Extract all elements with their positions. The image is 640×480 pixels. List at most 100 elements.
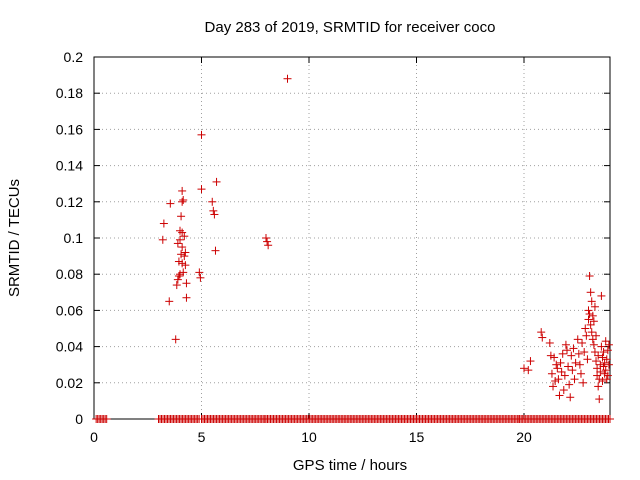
data-point	[178, 243, 187, 252]
data-point	[580, 348, 589, 357]
data-point	[537, 328, 546, 337]
plot-frame	[93, 56, 611, 420]
data-point	[598, 376, 607, 385]
zero-value-series	[92, 415, 614, 423]
y-tick-label: 0.16	[56, 121, 83, 137]
data-point	[165, 297, 174, 306]
data-point	[586, 288, 595, 297]
data-point	[589, 340, 598, 349]
data-point	[546, 351, 555, 360]
x-tick-label: 15	[409, 429, 425, 445]
data-point	[595, 375, 604, 384]
data-point	[197, 130, 206, 139]
y-tick-label: 0.18	[56, 85, 83, 101]
data-point	[600, 369, 609, 378]
data-point	[603, 371, 612, 380]
x-tick-label: 10	[301, 429, 317, 445]
data-point	[178, 228, 187, 237]
data-point	[600, 358, 609, 367]
data-point	[171, 335, 180, 344]
data-point	[174, 272, 183, 281]
data-point	[599, 362, 608, 371]
data-point	[159, 219, 168, 228]
data-point	[551, 376, 560, 385]
chart-title: Day 283 of 2019, SRMTID for receiver coc…	[205, 19, 496, 36]
data-point	[264, 241, 273, 250]
data-point	[598, 353, 607, 362]
data-point	[560, 371, 569, 380]
data-point	[263, 237, 272, 246]
data-point	[594, 382, 603, 391]
data-point	[599, 348, 608, 357]
data-point	[579, 378, 588, 387]
data-point	[593, 371, 602, 380]
data-point	[524, 366, 533, 375]
data-point	[556, 358, 565, 367]
data-point	[587, 297, 596, 306]
data-point	[565, 380, 574, 389]
data-point	[602, 375, 611, 384]
data-point	[176, 235, 184, 244]
zero-point	[606, 415, 614, 423]
data-point	[212, 177, 221, 186]
data-point	[195, 268, 204, 277]
data-point	[178, 186, 187, 195]
data-point	[585, 272, 594, 281]
data-point	[590, 348, 599, 357]
data-point	[174, 257, 183, 266]
data-point	[571, 358, 580, 367]
data-point	[182, 293, 191, 302]
data-point	[180, 232, 189, 241]
data-point	[559, 386, 568, 395]
data-point	[262, 234, 270, 242]
data-point	[597, 342, 606, 351]
data-point	[176, 270, 184, 279]
data-point	[596, 367, 605, 376]
x-axis-label: GPS time / hours	[293, 457, 407, 474]
data-point	[172, 281, 181, 290]
data-point	[561, 340, 570, 349]
data-point	[583, 355, 592, 364]
data-point	[588, 311, 597, 320]
data-point	[573, 335, 582, 344]
data-point	[567, 351, 576, 360]
y-tick-label: 0	[75, 411, 83, 427]
x-tick-label: 5	[198, 429, 206, 445]
y-tick-label: 0.06	[56, 302, 83, 318]
data-point	[569, 344, 578, 353]
data-point	[604, 340, 613, 349]
data-point	[582, 331, 591, 340]
data-point	[552, 360, 561, 369]
grid	[94, 57, 610, 419]
axes	[93, 56, 611, 420]
data-point	[601, 337, 610, 346]
data-point	[182, 279, 191, 288]
data-point	[570, 375, 579, 384]
y-tick-label: 0.02	[56, 375, 83, 391]
data-point	[557, 367, 566, 376]
data-point	[196, 273, 205, 282]
data-point	[596, 360, 605, 369]
data-point	[211, 246, 220, 255]
data-point	[210, 210, 219, 219]
data-point	[575, 360, 584, 369]
data-point	[585, 310, 594, 319]
data-point	[178, 259, 187, 268]
y-tick-label: 0.08	[56, 266, 83, 282]
y-tick-label: 0.2	[64, 49, 84, 65]
y-tick-label: 0.04	[56, 339, 83, 355]
zero-point	[102, 415, 111, 423]
data-point	[593, 364, 602, 373]
data-point	[166, 199, 175, 208]
data-point	[592, 357, 601, 366]
data-point	[558, 349, 567, 358]
data-point	[520, 364, 528, 373]
data-point	[173, 239, 182, 248]
data-point	[209, 206, 218, 215]
tick-labels: 0 5 10 15 20 0 0.02 0.04 0.06 0.08 0.1 0.12 0.14 0.16…	[56, 49, 532, 445]
data-point	[566, 393, 575, 402]
data-point	[563, 346, 571, 355]
data-point	[576, 369, 585, 378]
data-point	[578, 338, 587, 347]
